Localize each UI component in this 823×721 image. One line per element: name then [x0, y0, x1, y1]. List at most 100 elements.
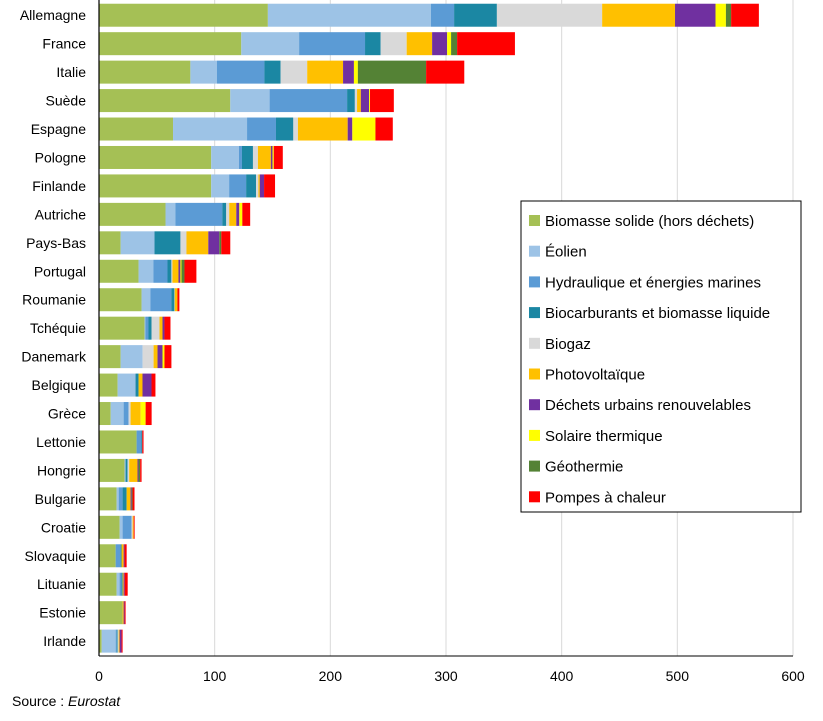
- bar-segment: [102, 630, 116, 653]
- bar-segment: [270, 89, 347, 112]
- bar-segment: [163, 317, 165, 340]
- bar-segment: [253, 146, 258, 169]
- bar-segment: [121, 231, 155, 254]
- bar-segment: [432, 32, 447, 55]
- bar-segment: [352, 118, 375, 141]
- bar-group: [99, 516, 135, 539]
- bar-segment: [159, 317, 162, 340]
- bar-segment: [242, 203, 250, 226]
- legend-swatch: [529, 246, 540, 257]
- bar-segment: [121, 544, 122, 567]
- x-tick-label: 500: [666, 668, 690, 684]
- category-label: Tchéquie: [30, 320, 86, 336]
- bar-segment: [178, 260, 180, 283]
- bar-segment: [133, 516, 134, 539]
- legend-swatch: [529, 461, 540, 472]
- bar-segment: [111, 402, 124, 425]
- bar-segment: [181, 260, 184, 283]
- bar-segment: [139, 374, 143, 397]
- bar-segment: [365, 32, 381, 55]
- bar-segment: [99, 374, 118, 397]
- bar-segment: [116, 544, 121, 567]
- legend-label: Solaire thermique: [545, 428, 663, 445]
- bar-segment: [149, 317, 152, 340]
- bar-segment: [154, 345, 158, 368]
- bar-segment: [264, 61, 280, 84]
- bar-segment: [117, 573, 120, 596]
- bar-segment: [125, 601, 126, 624]
- bar-segment: [211, 146, 239, 169]
- bar-segment: [246, 174, 256, 197]
- bar-segment: [153, 260, 167, 283]
- legend-label: Pompes à chaleur: [545, 489, 666, 506]
- bar-segment: [136, 374, 139, 397]
- bar-segment: [298, 118, 348, 141]
- bar-group: [99, 430, 144, 453]
- bar-segment: [271, 146, 273, 169]
- category-label: Portugal: [34, 263, 86, 279]
- bar-segment: [184, 260, 196, 283]
- bar-segment: [123, 516, 132, 539]
- bar-group: [99, 174, 275, 197]
- bar-segment: [307, 61, 343, 84]
- bar-segment: [361, 89, 369, 112]
- bar-segment: [731, 4, 759, 27]
- bar-segment: [120, 630, 122, 653]
- bar-segment: [258, 174, 259, 197]
- bar-segment: [118, 374, 136, 397]
- bar-segment: [127, 487, 131, 510]
- bar-segment: [99, 487, 117, 510]
- bar-segment: [99, 345, 121, 368]
- x-tick-label: 300: [434, 668, 458, 684]
- bar-segment: [99, 260, 139, 283]
- bar-segment: [124, 573, 125, 596]
- bar-group: [99, 601, 126, 624]
- bar-segment: [354, 61, 358, 84]
- bar-segment: [99, 32, 241, 55]
- category-label: Pologne: [35, 149, 87, 165]
- bar-segment: [99, 174, 211, 197]
- legend-swatch: [529, 307, 540, 318]
- legend-label: Biocarburants et biomasse liquide: [545, 305, 770, 322]
- legend-swatch: [529, 399, 540, 410]
- category-label: Lituanie: [37, 576, 86, 592]
- category-label: Estonie: [39, 605, 86, 621]
- bar-segment: [99, 544, 116, 567]
- bar-segment: [355, 89, 357, 112]
- bar-segment: [454, 4, 497, 27]
- bar-segment: [236, 203, 239, 226]
- bar-segment: [138, 459, 139, 482]
- category-label: Lettonie: [36, 434, 86, 450]
- bar-segment: [370, 89, 394, 112]
- bar-segment: [217, 61, 264, 84]
- bar-segment: [124, 601, 125, 624]
- bar-group: [99, 459, 142, 482]
- bar-segment: [239, 203, 242, 226]
- bar-group: [99, 260, 196, 283]
- bar-group: [99, 544, 127, 567]
- bar-segment: [124, 402, 129, 425]
- bar-segment: [117, 487, 119, 510]
- category-label: France: [42, 36, 86, 52]
- bar-segment: [173, 118, 247, 141]
- bar-segment: [274, 146, 283, 169]
- category-label: Suède: [46, 93, 87, 109]
- bar-segment: [143, 345, 154, 368]
- bar-segment: [222, 203, 226, 226]
- bar-segment: [152, 374, 156, 397]
- bar-segment: [190, 61, 217, 84]
- bar-segment: [358, 61, 426, 84]
- category-label: Italie: [56, 64, 86, 80]
- legend-label: Déchets urbains renouvelables: [545, 397, 751, 414]
- bar-segment: [121, 345, 143, 368]
- bar-segment: [125, 573, 128, 596]
- category-label: Pays-Bas: [26, 235, 86, 251]
- x-tick-label: 400: [550, 668, 574, 684]
- category-label: Allemagne: [20, 7, 86, 23]
- category-label: Belgique: [32, 377, 87, 393]
- bar-segment: [281, 61, 308, 84]
- bar-segment: [99, 89, 230, 112]
- bar-group: [99, 317, 170, 340]
- bar-segment: [175, 203, 222, 226]
- bar-segment: [123, 573, 124, 596]
